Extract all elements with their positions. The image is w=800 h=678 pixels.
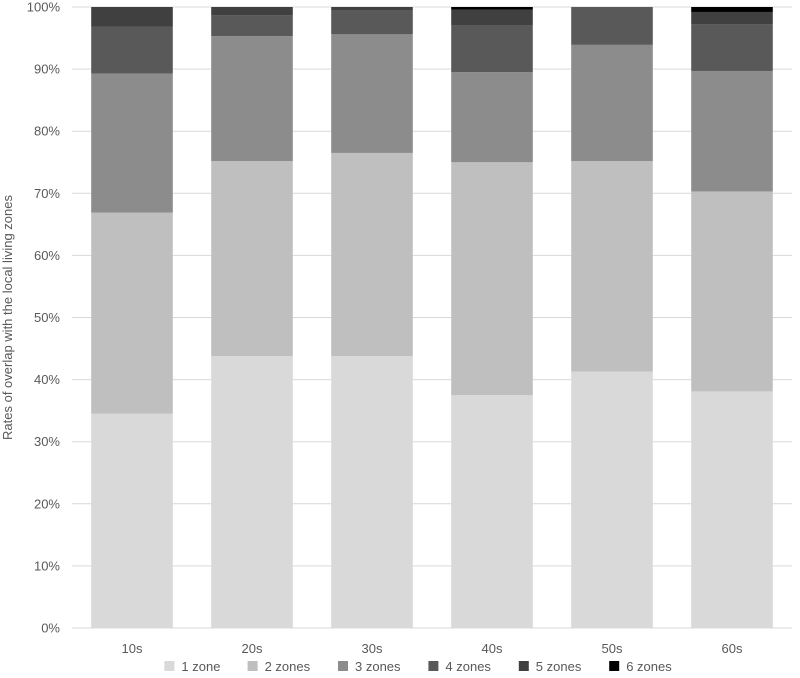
legend-swatch-1 — [164, 661, 175, 671]
bar-segment-50s-1 — [571, 371, 653, 628]
bar-segment-60s-5 — [691, 11, 773, 25]
bar-segment-40s-1 — [451, 395, 533, 628]
y-tick-label: 0% — [41, 621, 60, 636]
bar-segment-40s-5 — [451, 9, 533, 26]
bar-segment-20s-1 — [211, 356, 293, 628]
bar-segment-10s-2 — [91, 212, 173, 414]
bar-segment-60s-2 — [691, 191, 773, 392]
y-tick-label: 70% — [34, 186, 60, 201]
bar-segment-50s-3 — [571, 44, 653, 162]
bar-segment-30s-5 — [331, 7, 413, 11]
bar-segment-30s-2 — [331, 152, 413, 357]
bar-segment-60s-3 — [691, 70, 773, 192]
legend-label-4: 4 zones — [445, 659, 491, 674]
bars — [91, 7, 773, 628]
legend-label-5: 5 zones — [536, 659, 582, 674]
bar-segment-30s-4 — [331, 10, 413, 35]
x-tick-label: 20s — [242, 641, 263, 656]
legend-swatch-5 — [518, 661, 529, 671]
legend-label-2: 2 zones — [265, 659, 311, 674]
y-axis-title: Rates of overlap with the local living z… — [0, 195, 15, 440]
x-axis-tick-labels: 10s 20s 30s 40s 50s 60s — [122, 641, 743, 656]
legend-swatch-2 — [247, 661, 258, 671]
bar-segment-40s-4 — [451, 25, 533, 73]
y-tick-label: 20% — [34, 496, 60, 511]
y-tick-label: 80% — [34, 124, 60, 139]
legend-swatch-4 — [428, 661, 439, 671]
bar-segment-40s-3 — [451, 72, 533, 163]
y-tick-label: 100% — [27, 0, 61, 15]
bar-segment-10s-1 — [91, 413, 173, 628]
bar-segment-10s-4 — [91, 26, 173, 74]
y-tick-label: 40% — [34, 372, 60, 387]
bar-segment-50s-4 — [571, 7, 653, 45]
bar-segment-20s-4 — [211, 15, 293, 37]
bar-segment-40s-2 — [451, 162, 533, 396]
bar-segment-10s-3 — [91, 73, 173, 213]
y-tick-label: 30% — [34, 434, 60, 449]
bar-segment-50s-2 — [571, 161, 653, 372]
legend-swatch-3 — [338, 661, 348, 671]
bar-segment-20s-5 — [211, 7, 293, 16]
bar-segment-30s-3 — [331, 34, 413, 153]
bar-segment-40s-6 — [451, 7, 533, 10]
y-axis-tick-labels: 0% 10% 20% 30% 40% 50% 60% 70% 80% 90% 100% — [27, 0, 61, 636]
x-tick-label: 50s — [602, 641, 623, 656]
y-tick-label: 10% — [34, 558, 60, 573]
bar-segment-60s-4 — [691, 24, 773, 71]
bar-segment-20s-3 — [211, 36, 293, 162]
y-tick-label: 60% — [34, 248, 60, 263]
bar-segment-10s-5 — [91, 7, 173, 27]
bar-segment-60s-1 — [691, 391, 773, 628]
y-tick-label: 90% — [34, 62, 60, 77]
legend-label-1: 1 zone — [181, 659, 220, 674]
y-tick-label: 50% — [34, 310, 60, 325]
legend-label-6: 6 zones — [626, 659, 672, 674]
bar-segment-60s-6 — [691, 7, 773, 12]
x-tick-label: 40s — [482, 641, 503, 656]
x-tick-label: 30s — [362, 641, 383, 656]
bar-segment-20s-2 — [211, 161, 293, 357]
gridlines — [72, 6, 792, 629]
legend: 1 zone 2 zones 3 zones 4 zones 5 zones 6 zone… — [164, 659, 672, 674]
legend-label-3: 3 zones — [355, 659, 401, 674]
x-tick-label: 60s — [722, 641, 743, 656]
x-tick-label: 10s — [122, 641, 143, 656]
legend-swatch-6 — [609, 661, 620, 671]
bar-segment-30s-1 — [331, 356, 413, 628]
